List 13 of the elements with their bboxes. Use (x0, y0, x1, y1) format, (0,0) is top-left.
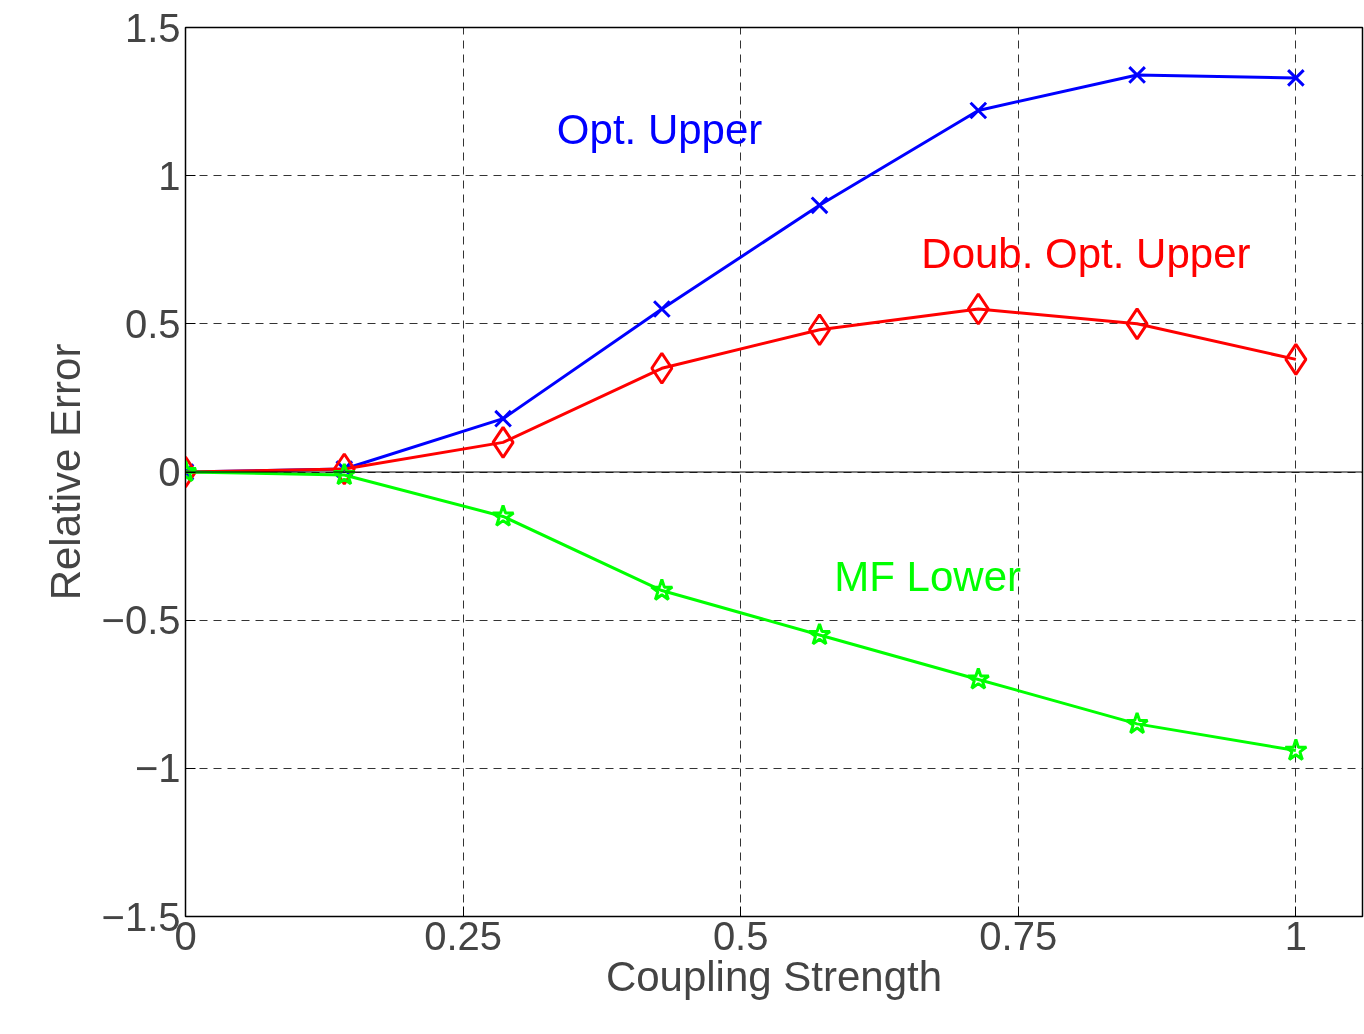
y-tick-label: −1 (134, 746, 181, 791)
y-tick-label: 0.5 (124, 301, 181, 346)
y-tick-label: 1.5 (124, 5, 181, 50)
series-label: Doub. Opt. Upper (921, 229, 1251, 277)
y-tick-label: 0 (158, 450, 181, 494)
y-tick-label: −0.5 (101, 598, 181, 643)
y-tick-label: 1 (158, 153, 181, 198)
x-tick-label: 0.25 (424, 913, 503, 958)
x-tick-label: 1 (1284, 913, 1307, 958)
series-label: MF Lower (834, 552, 1022, 600)
series-label: Opt. Upper (556, 105, 763, 153)
y-axis-title: Relative Error (41, 343, 89, 601)
x-tick-label: 0.75 (979, 913, 1058, 958)
